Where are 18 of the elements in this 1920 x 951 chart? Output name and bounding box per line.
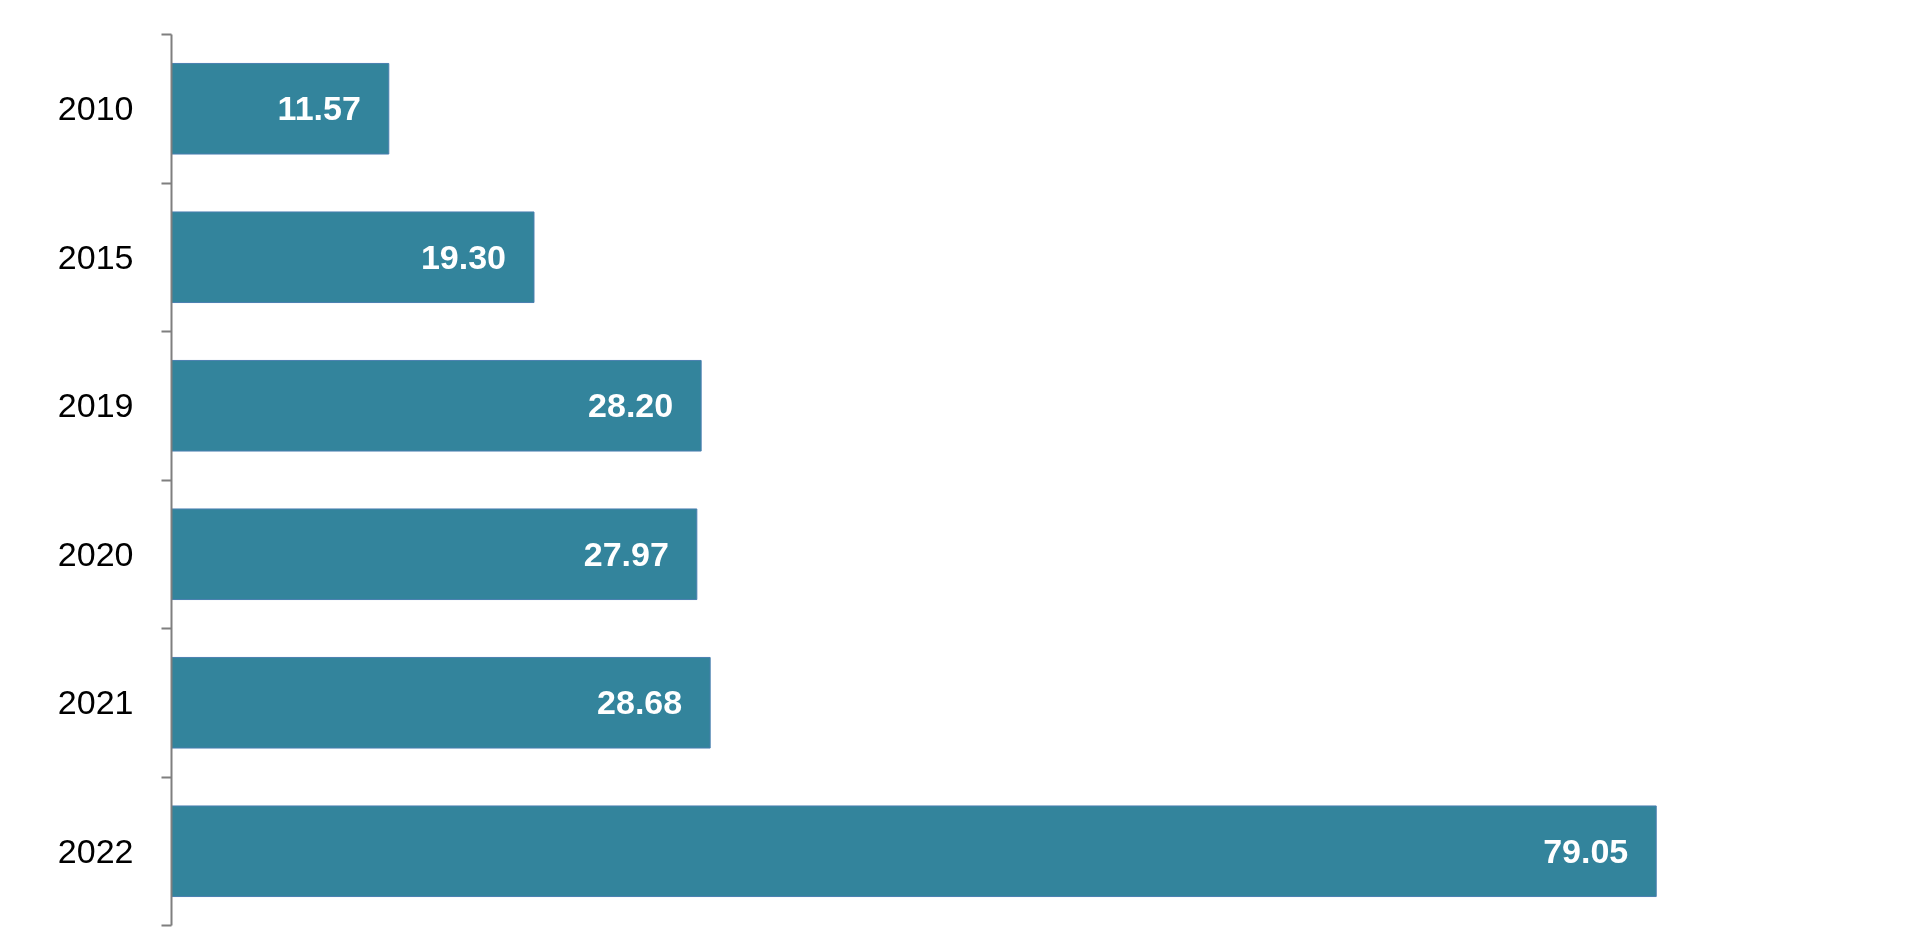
bar	[171, 211, 535, 304]
data-label: 27.97	[583, 534, 669, 573]
bar	[171, 656, 711, 749]
y-tick-label: 2019	[57, 386, 134, 425]
y-tick-label: 2015	[57, 237, 134, 276]
data-label: 11.57	[277, 89, 361, 128]
y-tick-label: 2020	[57, 534, 134, 573]
y-tick-label: 2022	[57, 831, 134, 870]
y-tick-label: 2010	[57, 89, 134, 128]
data-label: 28.68	[597, 683, 683, 722]
bar	[171, 359, 702, 452]
data-label: 28.20	[588, 386, 674, 425]
bar	[171, 805, 1657, 898]
y-tick-label: 2021	[57, 683, 134, 722]
bar	[171, 508, 698, 601]
bar	[171, 62, 390, 155]
data-label: 19.30	[420, 237, 506, 276]
data-label: 79.05	[1543, 831, 1629, 870]
